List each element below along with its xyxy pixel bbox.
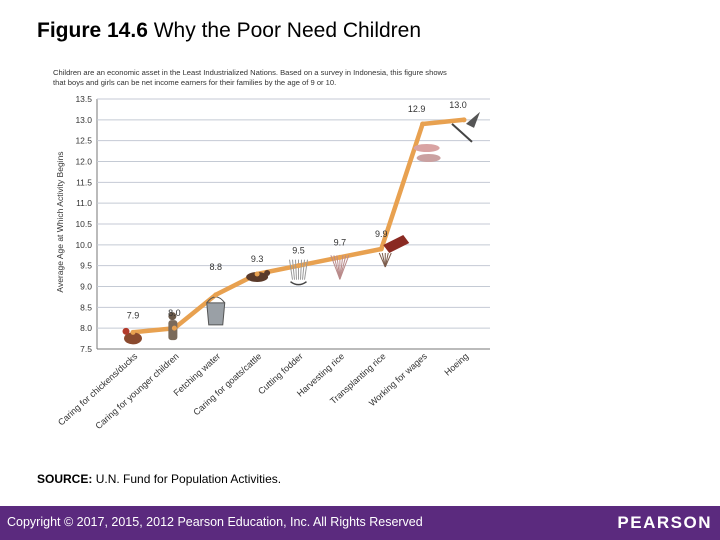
data-label: 9.5 xyxy=(292,246,305,256)
series-line xyxy=(130,117,467,335)
y-tick-label: 12.0 xyxy=(75,157,92,167)
hoe-illustration xyxy=(451,111,480,143)
y-tick-label: 12.5 xyxy=(75,136,92,146)
data-label: 8.8 xyxy=(209,262,222,272)
y-tick-label: 13.5 xyxy=(75,94,92,104)
source-label: SOURCE: xyxy=(37,472,93,486)
y-tick-label: 9.5 xyxy=(80,261,92,271)
rice-harvest-illustration xyxy=(330,255,350,280)
data-point xyxy=(130,329,136,335)
figure-title-text: Why the Poor Need Children xyxy=(153,19,422,42)
category-label: Hoeing xyxy=(442,351,470,378)
data-point xyxy=(171,325,177,331)
y-tick-label: 8.0 xyxy=(80,323,92,333)
pearson-logo: PEARSON xyxy=(617,513,712,532)
source-line: SOURCE: U.N. Fund for Population Activit… xyxy=(37,472,281,486)
data-point xyxy=(213,292,219,298)
y-axis-label: Average Age at Which Activity Begins xyxy=(55,151,65,292)
category-label: Caring for chickens/ducks xyxy=(56,351,140,428)
y-tick-label: 9.0 xyxy=(80,282,92,292)
slide-title: Figure 14.6 Why the Poor Need Children xyxy=(37,19,421,43)
data-label: 9.7 xyxy=(334,237,347,247)
y-tick-label: 10.5 xyxy=(75,219,92,229)
data-label: 13.0 xyxy=(449,100,467,110)
data-label: 8.0 xyxy=(168,308,181,318)
rice-seedling-illustration xyxy=(378,235,410,268)
y-tick-label: 11.0 xyxy=(76,198,92,208)
goat-illustration xyxy=(246,270,271,282)
data-point xyxy=(296,263,301,269)
chart-subtitle-line-1: Children are an economic asset in the Le… xyxy=(53,68,447,77)
copyright-text: Copyright © 2017, 2015, 2012 Pearson Edu… xyxy=(7,515,423,529)
category-label: Caring for younger children xyxy=(93,351,180,431)
footer-bar: Copyright © 2017, 2015, 2012 Pearson Edu… xyxy=(0,506,720,540)
category-label: Caring for goats/cattle xyxy=(191,351,263,417)
fodder-illustration xyxy=(289,259,308,286)
y-tick-label: 7.5 xyxy=(80,344,92,354)
data-point xyxy=(461,117,467,123)
y-tick-label: 10.0 xyxy=(75,240,92,250)
data-label: 9.9 xyxy=(375,229,388,239)
y-tick-label: 11.5 xyxy=(76,177,92,187)
data-point xyxy=(254,271,260,277)
y-tick-label: 8.5 xyxy=(80,302,92,312)
source-text: U.N. Fund for Population Activities. xyxy=(95,472,282,486)
wage-hands-illustration xyxy=(413,144,441,162)
chicken-illustration xyxy=(122,327,142,345)
figure-label: Figure 14.6 xyxy=(37,19,148,42)
y-tick-label: 13.0 xyxy=(75,115,92,125)
data-label: 9.3 xyxy=(251,254,264,264)
data-point xyxy=(337,254,343,260)
data-label: 12.9 xyxy=(408,104,426,114)
data-point xyxy=(378,246,384,252)
line-chart: Children are an economic asset in the Le… xyxy=(53,68,490,431)
chart-subtitle-line-2: that boys and girls can be net income ea… xyxy=(53,78,336,87)
data-point xyxy=(420,121,426,127)
data-label: 7.9 xyxy=(127,310,140,320)
